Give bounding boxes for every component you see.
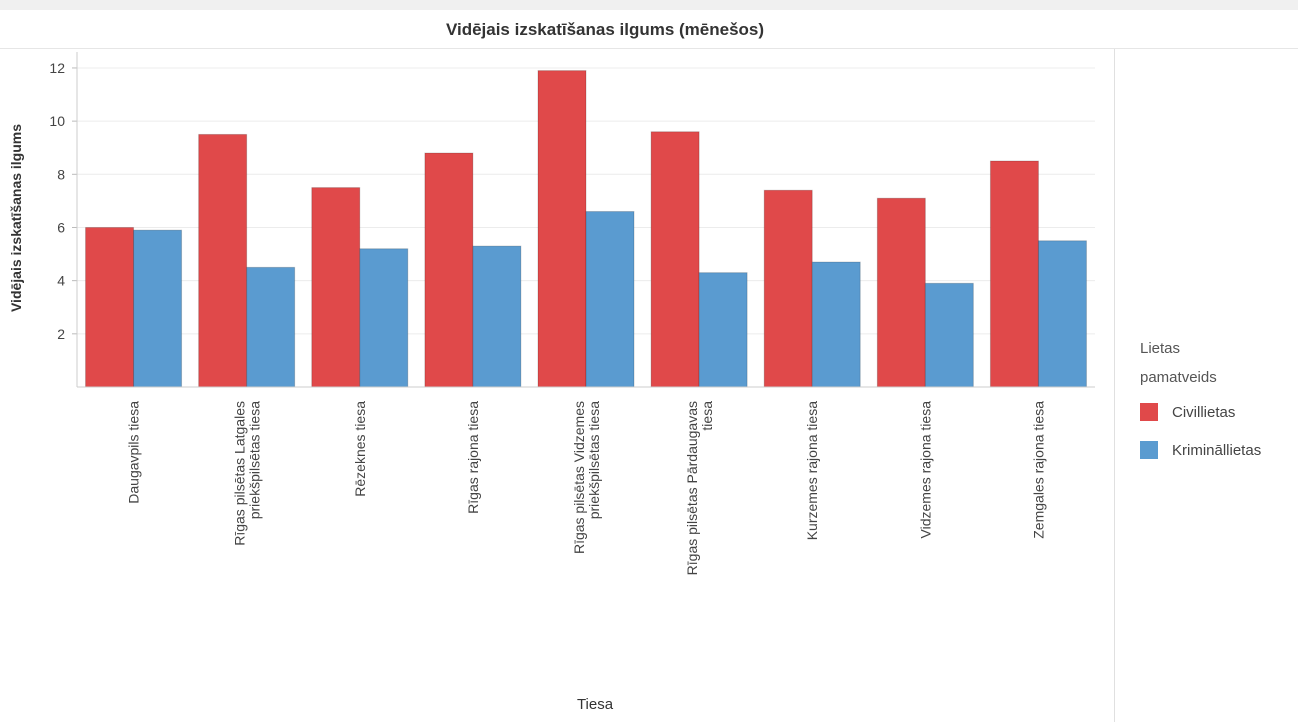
title-bar (0, 10, 1298, 49)
y-axis-title: Vidējais izskatīšanas ilgums (8, 124, 24, 312)
x-tick-label-line: Daugavpils tiesa (126, 401, 142, 504)
bar-kriminallietas[interactable] (924, 282, 974, 388)
legend-divider (1114, 49, 1115, 722)
bar-kriminallietas[interactable] (698, 272, 748, 388)
y-tick-label: 6 (57, 219, 65, 235)
x-tick-label: Rēzeknes tiesa (352, 401, 368, 497)
legend-title: Lietas pamatveids (1140, 340, 1217, 386)
legend-label: Civillietas (1172, 403, 1236, 421)
legend-label: Krimināllietas (1172, 441, 1262, 459)
bar-kriminallietas[interactable] (811, 261, 861, 388)
bars (85, 70, 1087, 388)
x-tick-label: Kurzemes rajona tiesa (804, 401, 820, 541)
bar-kriminallietas[interactable] (585, 211, 635, 388)
bar-civillietas[interactable] (537, 70, 587, 388)
bar-civillietas[interactable] (650, 131, 700, 388)
bar-civillietas[interactable] (424, 152, 474, 388)
x-tick-label-line: Rīgas rajona tiesa (465, 401, 481, 514)
axes (72, 52, 1095, 388)
bar-civillietas[interactable] (876, 197, 926, 388)
x-tick-label-line: tiesa (699, 401, 715, 431)
y-tick-label: 2 (57, 326, 65, 342)
x-tick-label-line: priekšpilsētas tiesa (586, 401, 602, 519)
x-axis-title: Tiesa (577, 696, 614, 713)
x-tick-label-line: Rīgas pilsētas Latgales (232, 401, 248, 546)
x-tick-label-line: Kurzemes rajona tiesa (804, 401, 820, 541)
legend-item-civillietas[interactable]: Civillietas (1140, 394, 1290, 430)
x-tick-label: Rīgas pilsētas Latgales priekšpilsētas ti… (232, 401, 263, 546)
x-tick-label: Zemgales rajona tiesa (1030, 401, 1046, 539)
x-tick-label-line: Rīgas pilsētas Vidzemes (571, 401, 587, 554)
x-tick-label: Rīgas pilsētas Pārdaugavas tiesa (684, 401, 715, 576)
top-strip (0, 0, 1298, 10)
chart-title: Vidējais izskatīšanas ilgums (mēnešos) (445, 20, 765, 39)
bar-civillietas[interactable] (311, 187, 361, 388)
y-tick-label: 4 (57, 273, 65, 289)
y-tick-label: 8 (57, 166, 65, 182)
bar-kriminallietas[interactable] (472, 245, 522, 388)
y-tick-label: 12 (49, 60, 65, 76)
x-tick-label-line: Zemgales rajona tiesa (1030, 401, 1046, 539)
x-tick-label: Rīgas pilsētas Vidzemes priekšpilsētas ti… (571, 401, 602, 554)
x-tick-label: Daugavpils tiesa (126, 401, 142, 504)
x-tick-label-line: Vidzemes rajona tiesa (917, 401, 933, 539)
x-tick-label: Vidzemes rajona tiesa (917, 401, 933, 539)
bar-kriminallietas[interactable] (246, 266, 296, 388)
bar-kriminallietas[interactable] (359, 248, 409, 388)
bar-kriminallietas[interactable] (133, 229, 183, 388)
bar-civillietas[interactable] (198, 133, 248, 388)
x-tick-label: Rīgas rajona tiesa (465, 401, 481, 514)
bar-kriminallietas[interactable] (1037, 240, 1087, 388)
legend-item-kriminallietas[interactable]: Krimināllietas (1140, 432, 1290, 468)
legend-swatch (1140, 441, 1158, 459)
bar-civillietas[interactable] (989, 160, 1039, 388)
legend-swatch (1140, 403, 1158, 421)
legend: Lietas pamatveids Civillietas Kriminālli… (1140, 334, 1290, 468)
tick-labels: 2 4 6 8 10 12 Daugavpils tiesa Rīgas pilsētas L… (49, 60, 1046, 575)
bar-civillietas[interactable] (763, 189, 813, 388)
bar-civillietas[interactable] (85, 226, 135, 388)
x-tick-label-line: Rēzeknes tiesa (352, 401, 368, 497)
x-tick-label-line: priekšpilsētas tiesa (247, 401, 263, 519)
x-tick-label-line: Rīgas pilsētas Pārdaugavas (684, 401, 700, 575)
y-tick-label: 10 (49, 113, 65, 129)
